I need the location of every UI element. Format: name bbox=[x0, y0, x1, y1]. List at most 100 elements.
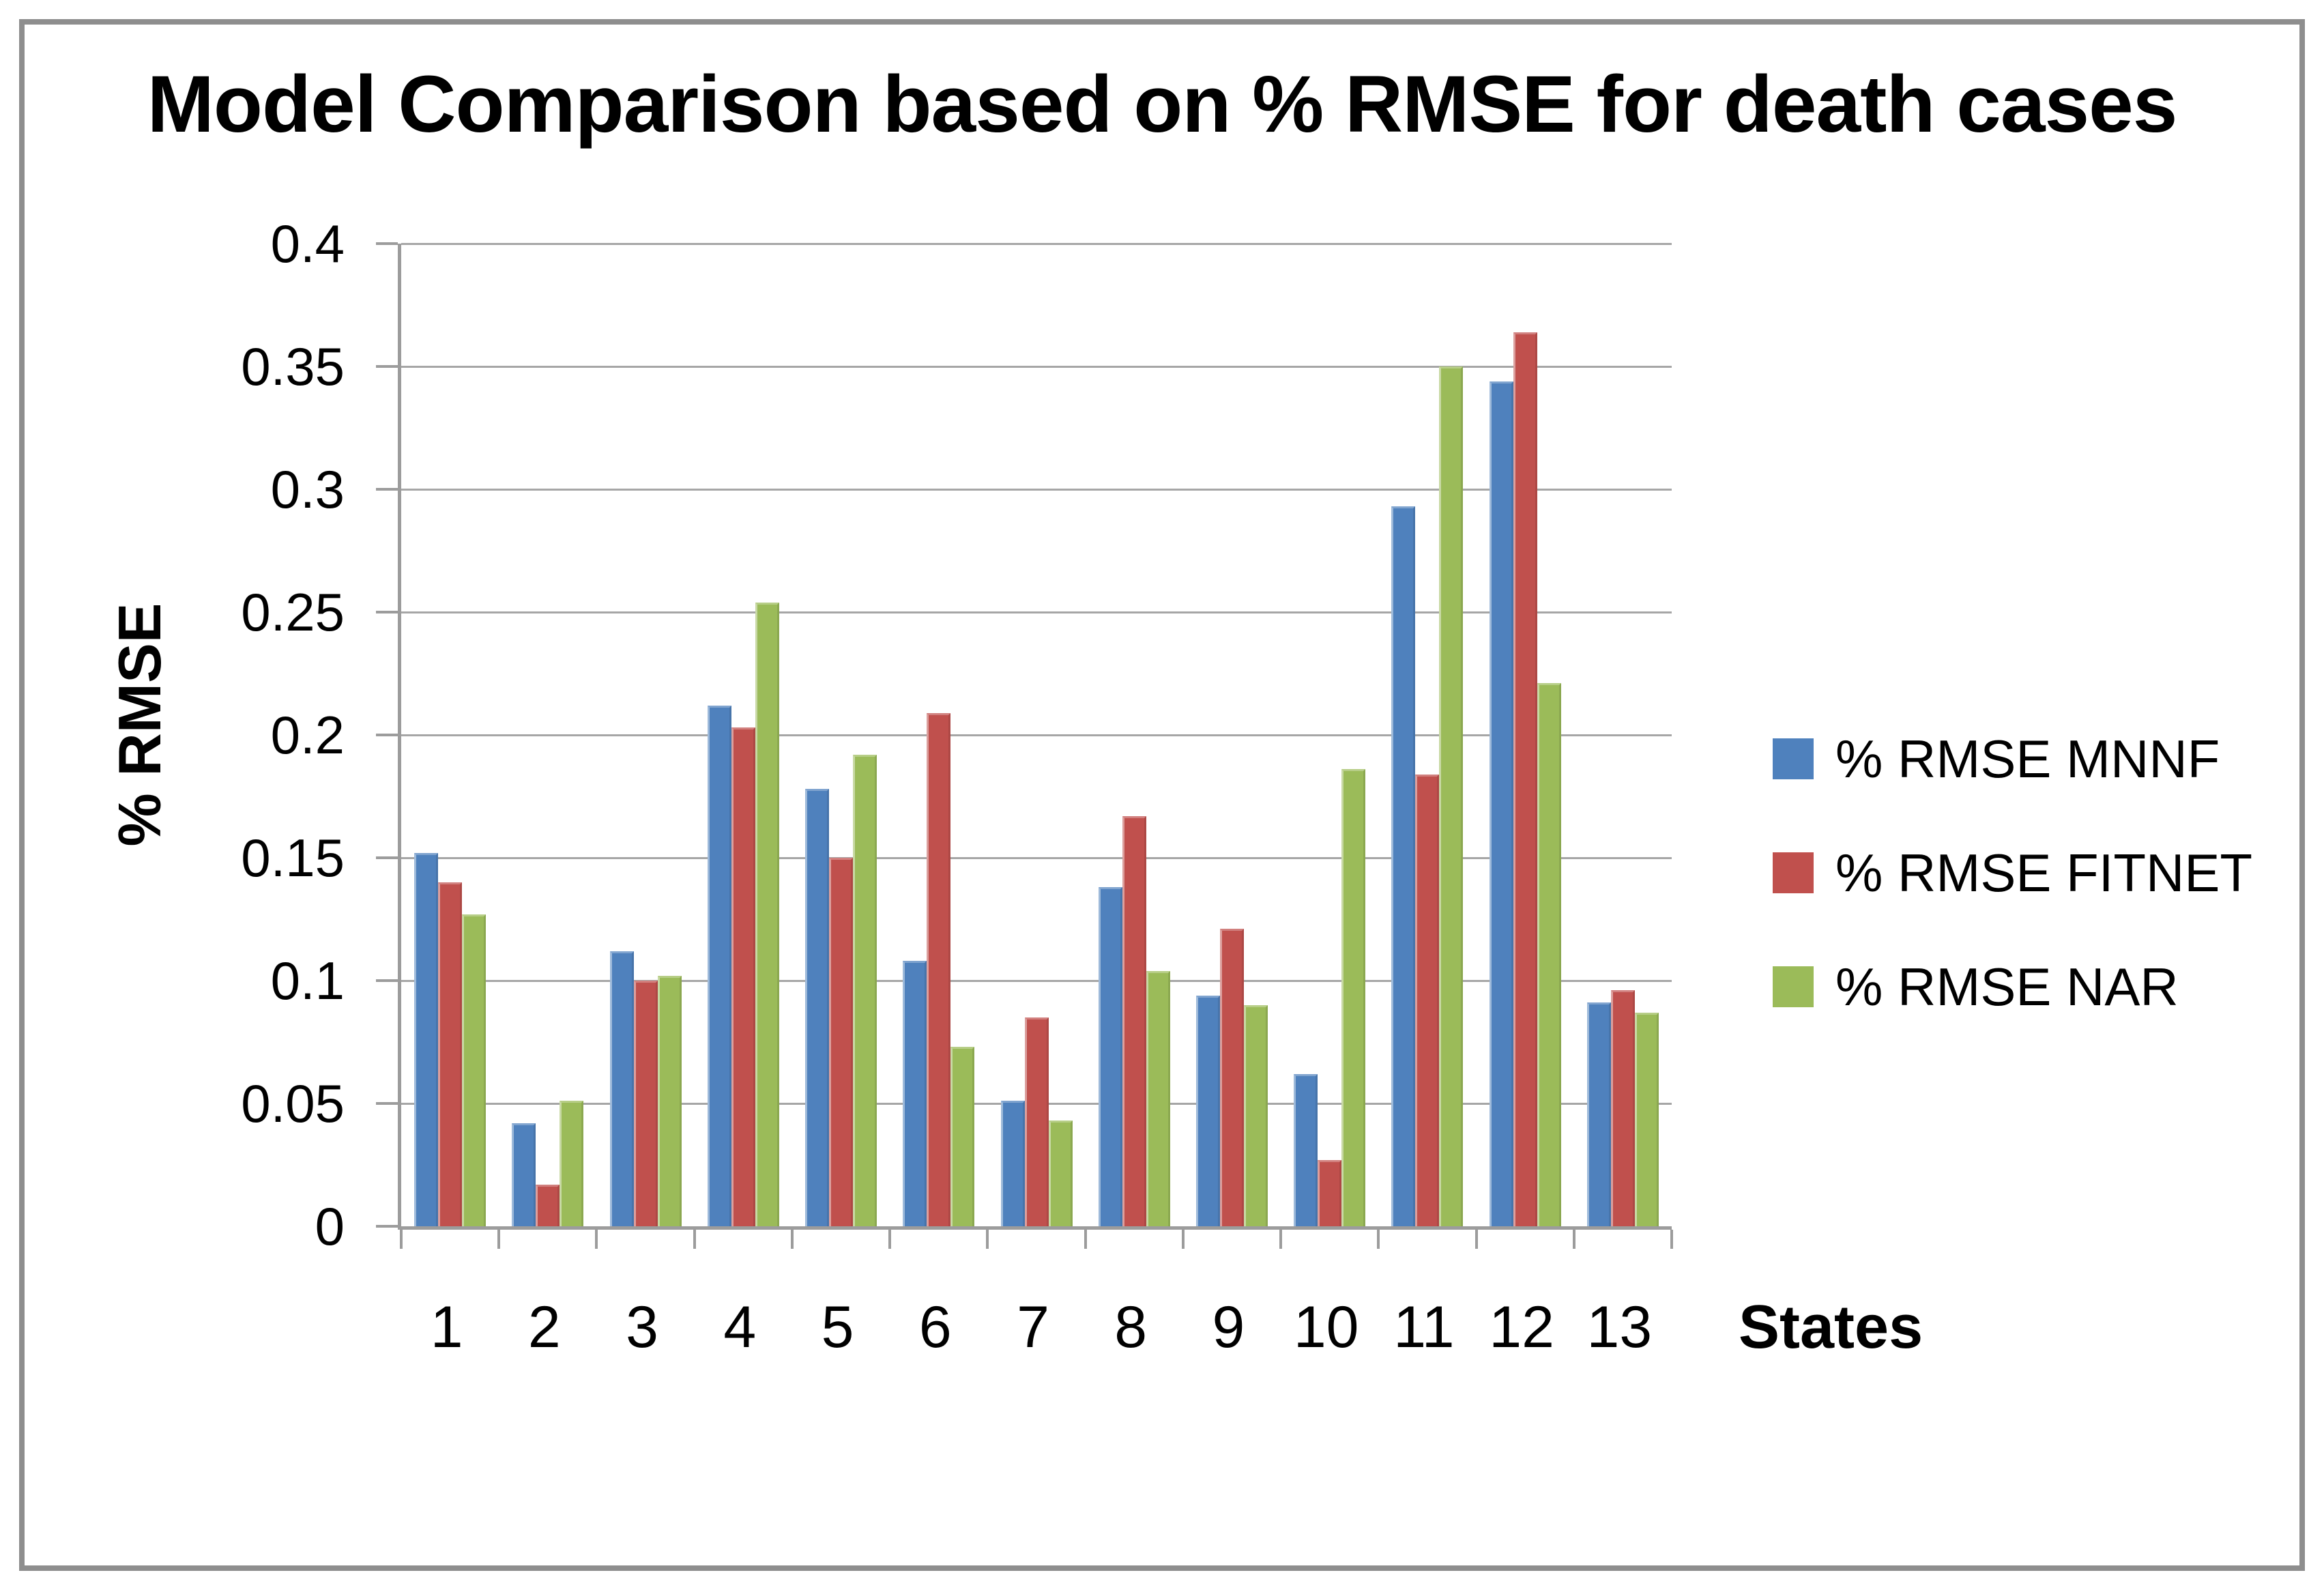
legend-item: % RMSE NAR bbox=[1773, 949, 2179, 1024]
bar-rmse-fitnet-state-4 bbox=[731, 727, 755, 1226]
y-axis-tick bbox=[376, 488, 398, 491]
y-axis-label: 0.15 bbox=[241, 828, 345, 888]
bar-rmse-nar-state-5 bbox=[853, 754, 877, 1226]
x-axis-tick bbox=[1670, 1230, 1673, 1249]
bar-rmse-fitnet-state-11 bbox=[1415, 774, 1440, 1226]
bar-rmse-nar-state-4 bbox=[755, 602, 779, 1226]
plot-area bbox=[376, 242, 1673, 1249]
x-axis-label: 1 bbox=[430, 1295, 463, 1360]
y-axis-label: 0.2 bbox=[270, 705, 345, 765]
bar-rmse-nar-state-3 bbox=[657, 975, 682, 1226]
x-axis-label: 12 bbox=[1489, 1295, 1554, 1360]
gridline bbox=[401, 979, 1672, 982]
x-axis-tick bbox=[1084, 1230, 1087, 1249]
x-axis-label: 13 bbox=[1586, 1295, 1653, 1360]
gridline bbox=[401, 856, 1672, 859]
x-axis-tick bbox=[693, 1230, 696, 1249]
bar-rmse-nar-state-9 bbox=[1243, 1005, 1268, 1226]
chart-title: Model Comparison based on % RMSE for dea… bbox=[147, 59, 2178, 149]
legend-item: % RMSE MNNF bbox=[1773, 721, 2220, 796]
bar-rmse-mnnf-state-13 bbox=[1586, 1002, 1611, 1226]
y-axis-label: 0.35 bbox=[241, 336, 345, 396]
bar-rmse-mnnf-state-4 bbox=[707, 705, 731, 1226]
y-axis-tick bbox=[376, 1225, 398, 1228]
bar-rmse-nar-state-6 bbox=[950, 1047, 975, 1226]
bar-rmse-fitnet-state-10 bbox=[1318, 1159, 1342, 1226]
x-axis-label: 2 bbox=[527, 1295, 561, 1360]
y-axis-label: 0.4 bbox=[270, 214, 345, 274]
bar-rmse-mnnf-state-3 bbox=[609, 951, 634, 1226]
x-axis-tick bbox=[595, 1230, 598, 1249]
x-axis-label: 4 bbox=[723, 1295, 757, 1360]
bar-rmse-mnnf-state-6 bbox=[903, 961, 927, 1226]
bar-rmse-nar-state-2 bbox=[560, 1101, 584, 1226]
x-axis-tick bbox=[1475, 1230, 1478, 1249]
y-axis-tick bbox=[376, 611, 398, 613]
bar-rmse-nar-state-12 bbox=[1537, 683, 1561, 1226]
legend-item: % RMSE FITNET bbox=[1773, 835, 2252, 910]
bar-rmse-mnnf-state-12 bbox=[1489, 381, 1513, 1226]
x-axis-label: 5 bbox=[821, 1295, 854, 1360]
y-axis-tick bbox=[376, 365, 398, 368]
y-axis-tick bbox=[376, 242, 398, 245]
y-axis-label: 0.05 bbox=[241, 1073, 345, 1133]
y-axis-label: 0.3 bbox=[270, 459, 345, 519]
bar-rmse-mnnf-state-9 bbox=[1195, 995, 1220, 1226]
x-axis-tick bbox=[1181, 1230, 1185, 1249]
gridline bbox=[401, 611, 1672, 613]
x-axis-title: States bbox=[1739, 1293, 1923, 1361]
x-axis-tick bbox=[497, 1230, 501, 1249]
x-axis-tick bbox=[790, 1230, 794, 1249]
x-axis-label: 11 bbox=[1393, 1295, 1455, 1360]
x-axis-tick bbox=[1279, 1230, 1283, 1249]
legend-label: % RMSE MNNF bbox=[1835, 728, 2220, 789]
gridline bbox=[401, 365, 1672, 368]
y-axis-tick bbox=[376, 979, 398, 982]
bar-rmse-fitnet-state-9 bbox=[1219, 929, 1244, 1226]
bar-rmse-mnnf-state-2 bbox=[512, 1123, 536, 1226]
legend-label: % RMSE FITNET bbox=[1835, 842, 2253, 903]
y-axis-tick bbox=[376, 856, 398, 859]
y-axis-label: 0.1 bbox=[270, 951, 345, 1011]
x-axis-tick bbox=[400, 1230, 403, 1249]
bar-rmse-mnnf-state-5 bbox=[805, 789, 830, 1226]
bar-rmse-fitnet-state-8 bbox=[1122, 815, 1146, 1226]
x-axis-tick bbox=[888, 1230, 892, 1249]
x-axis-label: 6 bbox=[918, 1295, 952, 1360]
bar-rmse-fitnet-state-3 bbox=[633, 981, 658, 1226]
x-axis-label: 9 bbox=[1212, 1295, 1245, 1360]
legend-swatch-icon bbox=[1773, 852, 1814, 893]
bar-rmse-fitnet-state-12 bbox=[1513, 332, 1537, 1226]
bar-rmse-fitnet-state-1 bbox=[438, 882, 463, 1226]
x-axis-label: 7 bbox=[1017, 1295, 1049, 1360]
x-axis-label: 3 bbox=[626, 1295, 658, 1360]
bar-rmse-mnnf-state-8 bbox=[1098, 887, 1122, 1226]
y-axis-label: 0 bbox=[315, 1196, 345, 1256]
bar-rmse-mnnf-state-11 bbox=[1391, 506, 1416, 1226]
bar-rmse-nar-state-10 bbox=[1341, 769, 1366, 1226]
x-axis-label: 10 bbox=[1293, 1295, 1359, 1360]
legend-swatch-icon bbox=[1773, 738, 1814, 779]
gridline bbox=[401, 242, 1672, 245]
gridline bbox=[401, 488, 1672, 491]
bar-rmse-nar-state-1 bbox=[462, 914, 486, 1226]
gridline bbox=[401, 734, 1672, 736]
bar-rmse-mnnf-state-1 bbox=[414, 852, 439, 1226]
bar-rmse-mnnf-state-7 bbox=[1000, 1101, 1025, 1226]
x-axis-label: 8 bbox=[1114, 1295, 1148, 1360]
bar-rmse-nar-state-7 bbox=[1048, 1121, 1073, 1226]
y-axis-tick bbox=[376, 1102, 398, 1105]
x-axis-tick bbox=[1572, 1230, 1575, 1249]
bar-rmse-nar-state-8 bbox=[1146, 970, 1170, 1226]
bar-rmse-fitnet-state-5 bbox=[829, 858, 854, 1226]
y-axis-tick bbox=[376, 734, 398, 736]
legend-swatch-icon bbox=[1773, 966, 1814, 1007]
bar-rmse-nar-state-13 bbox=[1634, 1012, 1659, 1226]
x-axis-tick bbox=[1377, 1230, 1380, 1249]
bar-rmse-fitnet-state-6 bbox=[927, 712, 951, 1226]
bar-rmse-fitnet-state-13 bbox=[1610, 990, 1635, 1226]
bar-rmse-fitnet-state-7 bbox=[1024, 1017, 1049, 1226]
bar-rmse-fitnet-state-2 bbox=[536, 1184, 560, 1226]
legend-label: % RMSE NAR bbox=[1835, 956, 2179, 1017]
